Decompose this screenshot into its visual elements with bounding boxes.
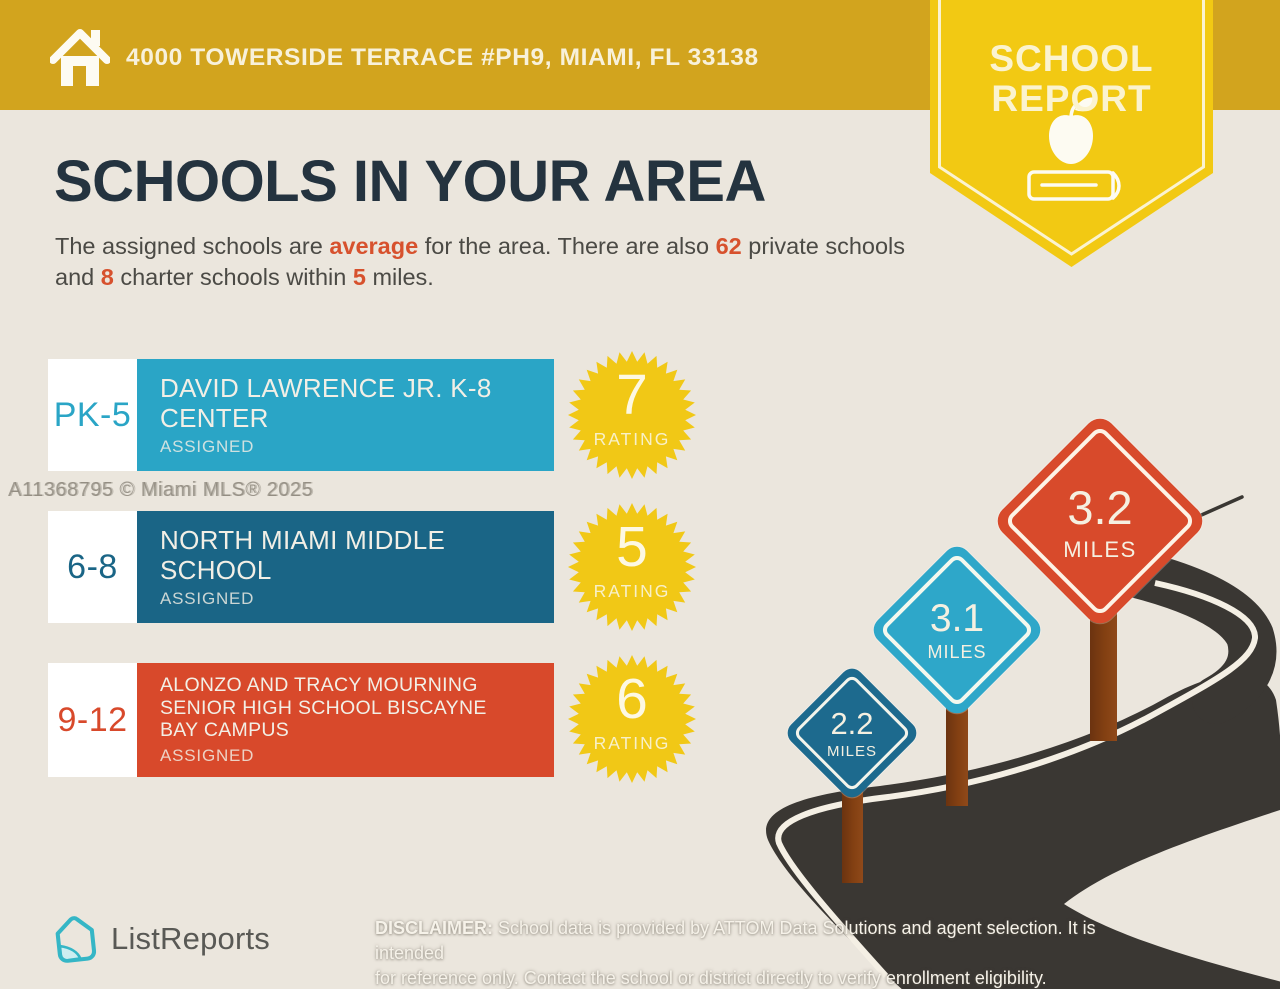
school-bar: DAVID LAWRENCE JR. K-8 CENTER ASSIGNED: [137, 359, 554, 471]
school-name: ALONZO AND TRACY MOURNING SENIOR HIGH SC…: [160, 674, 487, 742]
disclaimer-line2: for reference only. Contact the school o…: [375, 967, 1047, 988]
disclaimer-line1: School data is provided by ATTOM Data So…: [375, 918, 1096, 963]
road-center-line: [775, 580, 1259, 979]
ribbon-title-line2: REPORT: [991, 78, 1152, 119]
rating-badge-high: 6 RATING: [562, 649, 702, 789]
sign-distance: 3.1: [929, 597, 985, 640]
rating-badge-elementary: 7 RATING: [562, 345, 702, 485]
home-icon: [50, 29, 110, 86]
listreports-brand: ListReports: [52, 914, 270, 964]
school-row-elementary: PK-5 DAVID LAWRENCE JR. K-8 CENTER ASSIG…: [48, 359, 688, 471]
page-title: SCHOOLS IN YOUR AREA: [54, 149, 766, 214]
intro-highlight-private-count: 62: [715, 233, 742, 259]
school-row-high: 9-12 ALONZO AND TRACY MOURNING SENIOR HI…: [48, 663, 688, 777]
intro-text: The assigned schools are average for the…: [55, 231, 915, 294]
brand-name: ListReports: [111, 921, 270, 956]
rating-value: 6: [616, 667, 648, 731]
starburst-icon: [568, 503, 696, 631]
school-row-middle: 6-8 NORTH MIAMI MIDDLE SCHOOL ASSIGNED: [48, 511, 688, 623]
intro-segment: charter schools within: [113, 264, 353, 291]
intro-segment: The assigned schools are: [55, 233, 330, 259]
school-bar: NORTH MIAMI MIDDLE SCHOOL ASSIGNED: [137, 511, 554, 623]
rating-label: RATING: [593, 429, 671, 449]
listreports-logo-icon: [55, 916, 97, 963]
grade-range-box: 9-12: [48, 663, 137, 777]
school-report-ribbon: SCHOOL REPORT: [930, 0, 1213, 272]
sign-distance: 2.2: [830, 706, 874, 741]
mls-watermark: A11368795 © Miami MLS® 2025: [8, 479, 313, 501]
disclaimer-text: DISCLAIMER: School data is provided by A…: [375, 916, 1165, 989]
intro-segment: miles.: [365, 264, 434, 291]
intro-highlight-radius: 5: [352, 264, 366, 291]
property-address: 4000 TOWERSIDE TERRACE #PH9, MIAMI, FL 3…: [126, 44, 759, 71]
school-name: DAVID LAWRENCE JR. K-8 CENTER: [160, 372, 492, 433]
intro-highlight-charter-count: 8: [100, 264, 114, 291]
sign-unit: MILES: [1063, 536, 1137, 562]
grade-range: 6-8: [67, 547, 118, 586]
intro-highlight-average: average: [329, 233, 419, 259]
rating-label: RATING: [593, 733, 671, 753]
intro-segment: private schools and: [55, 233, 906, 291]
grade-range-box: 6-8: [48, 511, 137, 623]
disclaimer-label: DISCLAIMER:: [375, 918, 493, 938]
school-status: ASSIGNED: [160, 589, 255, 609]
ribbon-pennant: [930, 0, 1213, 267]
intro-segment: for the area. There are also: [418, 233, 716, 259]
school-status: ASSIGNED: [160, 745, 255, 765]
rating-label: RATING: [593, 581, 671, 601]
grade-range-box: PK-5: [48, 359, 137, 471]
grade-range: PK-5: [53, 395, 132, 434]
school-bar: ALONZO AND TRACY MOURNING SENIOR HIGH SC…: [137, 663, 554, 777]
grade-range: 9-12: [57, 700, 128, 739]
sign-distance: 3.2: [1067, 480, 1133, 534]
ribbon-title-line1: SCHOOL: [989, 38, 1154, 79]
sign-unit: MILES: [927, 642, 987, 662]
rating-value: 7: [616, 363, 648, 427]
school-status: ASSIGNED: [160, 437, 255, 457]
sign-unit: MILES: [826, 743, 877, 760]
school-name: NORTH MIAMI MIDDLE SCHOOL: [160, 524, 446, 585]
apple-on-book-icon: [1027, 97, 1121, 201]
rating-value: 5: [616, 515, 648, 579]
starburst-icon: [568, 351, 696, 479]
footer: ListReports DISCLAIMER: School data is p…: [0, 900, 1280, 989]
rating-badge-middle: 5 RATING: [562, 497, 702, 637]
starburst-icon: [568, 655, 696, 783]
